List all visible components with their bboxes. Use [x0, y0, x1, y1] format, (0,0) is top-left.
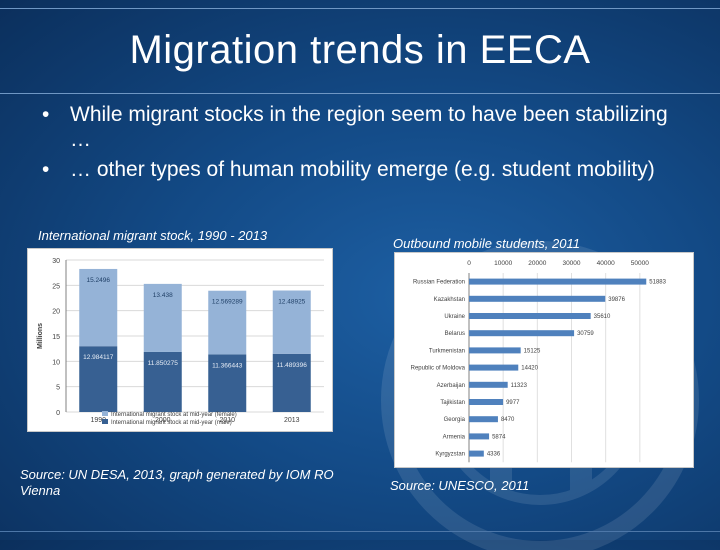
data-label: 39876 — [608, 297, 625, 303]
migrant-stock-chart: 0 5 10 15 20 25 30 Millions 12.984117 15.2496 1990… — [37, 258, 324, 426]
bar — [469, 313, 591, 319]
bar — [469, 381, 508, 388]
bullet-item: • … other types of human mobility emerge… — [30, 157, 690, 182]
category-label: Russian Federation — [413, 280, 465, 286]
bar — [469, 295, 606, 302]
data-label: 11323 — [511, 383, 528, 389]
left-chart-panel: 0 5 10 15 20 25 30 Millions 12.984117 15.2496 1990… — [27, 248, 333, 432]
data-label: 13.438 — [153, 292, 173, 299]
bar-female — [272, 290, 311, 354]
bullet-text: While migrant stocks in the region seem … — [70, 103, 668, 151]
mobile-students-chart: 0 10000 20000 30000 40000 50000 Russian Federa… — [411, 260, 667, 463]
y-tick-label: 15 — [52, 334, 60, 341]
x-tick-label: 0 — [467, 260, 471, 267]
category-label: Turkmenistan — [429, 348, 465, 354]
x-tick-label: 10000 — [494, 260, 512, 267]
bar-male — [208, 354, 247, 412]
bottom-rule — [0, 531, 720, 532]
bar — [469, 347, 521, 354]
category-label: Kazakhstan — [434, 297, 465, 303]
data-label: 14420 — [521, 366, 538, 372]
x-tick-label: 20000 — [528, 260, 546, 267]
left-chart-source: Source: UN DESA, 2013, graph generated b… — [20, 467, 334, 498]
bullet-symbol: • — [42, 103, 50, 126]
category-label: Ukraine — [444, 314, 465, 320]
right-chart-source: Source: UNESCO, 2011 — [390, 478, 530, 493]
legend-entry: International migrant stock at mid-year … — [111, 420, 232, 426]
x-tick-label: 1990 — [90, 417, 106, 424]
bullet-list: • While migrant stocks in the region see… — [30, 102, 690, 187]
title-rule — [0, 93, 720, 94]
legend-swatch — [102, 419, 108, 424]
data-label: 12.569289 — [212, 299, 243, 306]
bar-male — [143, 351, 182, 412]
y-tick-label: 10 — [52, 359, 60, 366]
category-label: Belarus — [445, 331, 465, 337]
category-label: Georgia — [444, 417, 466, 423]
bullet-item: • While migrant stocks in the region see… — [30, 102, 690, 152]
x-tick-label: 40000 — [597, 260, 615, 267]
data-label: 35610 — [594, 314, 611, 320]
x-tick-label: 2010 — [219, 417, 235, 424]
bar-female — [143, 283, 182, 352]
y-tick-label: 5 — [56, 385, 60, 392]
data-label: 51883 — [649, 280, 666, 286]
bar — [469, 450, 484, 457]
left-chart-caption: International migrant stock, 1990 - 2013 — [38, 228, 268, 243]
bar — [469, 416, 498, 423]
x-tick-label: 50000 — [631, 260, 649, 267]
data-label: 11.850275 — [148, 360, 179, 367]
x-tick-label: 2013 — [284, 417, 300, 424]
bar-male — [79, 346, 118, 412]
legend-swatch — [102, 411, 108, 416]
category-label: Tajikistan — [440, 400, 465, 406]
y-tick-label: 25 — [52, 283, 60, 290]
bar-female — [79, 268, 118, 347]
bar — [469, 330, 575, 337]
data-label: 12.48925 — [278, 299, 305, 306]
data-label: 11.489396 — [277, 362, 308, 369]
bar-female — [208, 290, 247, 355]
category-label: Kyrgyzstan — [435, 452, 465, 458]
right-chart-panel: 0 10000 20000 30000 40000 50000 Russian Federa… — [394, 252, 694, 468]
bar — [469, 364, 519, 371]
x-tick-label: 2000 — [155, 417, 171, 424]
legend-entry: International migrant stock at mid-year … — [111, 412, 237, 418]
data-label: 15125 — [524, 348, 541, 354]
top-rule — [0, 8, 720, 9]
bar-male — [272, 353, 311, 412]
slide-title: Migration trends in EECA — [129, 28, 591, 72]
category-label: Republic of Moldova — [411, 366, 466, 372]
category-label: Azerbaijan — [437, 383, 465, 389]
bar — [469, 399, 504, 405]
bar — [469, 278, 647, 285]
data-label: 4336 — [487, 452, 501, 458]
data-label: 30759 — [577, 331, 594, 337]
right-chart-caption: Outbound mobile students, 2011 — [393, 236, 580, 251]
y-tick-label: 30 — [52, 258, 60, 265]
category-label: Armenia — [443, 434, 466, 440]
x-tick-label: 30000 — [562, 260, 580, 267]
y-axis-title: Millions — [37, 323, 44, 349]
bar — [469, 433, 490, 440]
data-label: 12.984117 — [83, 354, 114, 361]
data-label: 5874 — [492, 434, 506, 440]
data-label: 8470 — [501, 417, 515, 423]
bullet-symbol: • — [42, 158, 50, 181]
data-label: 11.366443 — [212, 362, 243, 369]
bullet-text: … other types of human mobility emerge (… — [70, 158, 655, 181]
data-label: 15.2496 — [87, 277, 111, 284]
data-label: 9977 — [506, 400, 520, 406]
y-tick-label: 0 — [56, 410, 60, 417]
y-tick-label: 20 — [52, 309, 60, 316]
